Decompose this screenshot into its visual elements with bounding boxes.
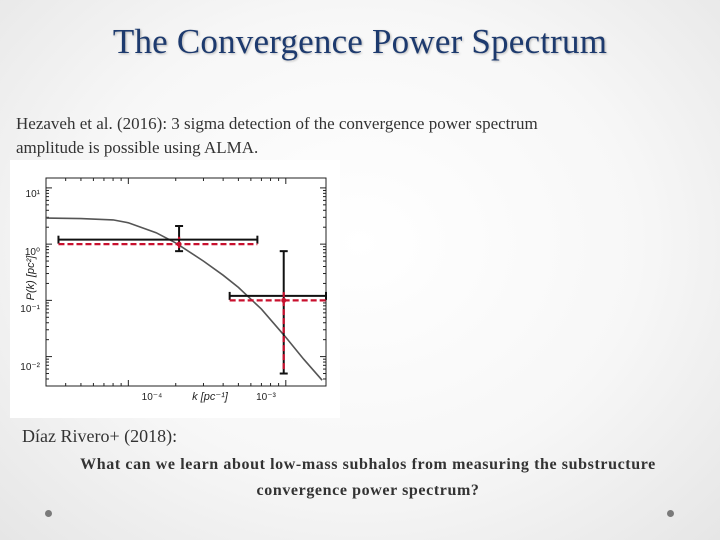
red-data-point-3 (281, 297, 287, 303)
slide-title: The Convergence Power Spectrum (112, 22, 608, 61)
intro-line-2: amplitude is possible using ALMA. (16, 138, 259, 157)
y-axis-label: P(k) [pc²] (25, 255, 37, 301)
power-spectrum-figure: 10¹ 10⁰ 10⁻¹ 10⁻² 10⁻⁴ 10⁻³ k [pc⁻¹] P(k… (10, 160, 340, 418)
intro-line-1: Hezaveh et al. (2016): 3 sigma detection… (16, 114, 538, 133)
x-tick-label-1e-3: 10⁻³ (256, 392, 276, 403)
plot-frame (45, 177, 327, 387)
question-line-2: convergence power spectrum? (256, 482, 480, 499)
y-tick-label-1e-2: 10⁻² (20, 362, 40, 373)
red-data-point-2 (176, 241, 182, 247)
y-tick-label-1e-1: 10⁻¹ (20, 304, 40, 315)
power-spectrum-chart: 10¹ 10⁰ 10⁻¹ 10⁻² 10⁻⁴ 10⁻³ k [pc⁻¹] P(k… (20, 177, 327, 403)
x-axis-label: k [pc⁻¹] (192, 391, 229, 403)
power-spectrum-curve (45, 217, 323, 381)
reference-text: Díaz Rivero+ (2018): (22, 426, 178, 446)
x-tick-label-1e-4: 10⁻⁴ (142, 392, 163, 403)
y-tick-label-1e1: 10¹ (26, 189, 41, 200)
intro-text: Hezaveh et al. (2016): 3 sigma detection… (16, 112, 676, 160)
y-tick-label-1e0: 10⁰ (25, 247, 40, 258)
question-line-1: What can we learn about low-mass subhalo… (80, 456, 656, 473)
research-question: What can we learn about low-mass subhalo… (30, 452, 706, 504)
slide-bullet-dot-right (667, 510, 674, 517)
slide-bullet-dot-left (45, 510, 52, 517)
